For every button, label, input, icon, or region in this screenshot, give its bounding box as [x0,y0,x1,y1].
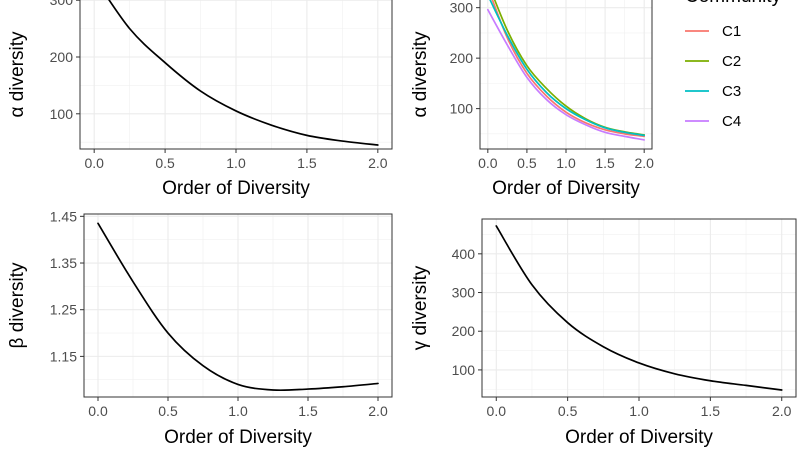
x-tick-label: 1.5 [298,403,318,419]
series-line-1 [97,222,379,392]
y-axis-title: γ diversity [410,265,431,350]
series-line-c3 [489,0,646,137]
x-tick-label: 0.0 [88,403,108,419]
x-tick-label: 1.0 [228,403,248,419]
legend: Community C1 C2 C3 C4 [685,0,782,130]
x-tick-label: 2.0 [368,403,388,419]
x-tick-label: 0.5 [558,403,578,419]
legend-label-c3: C3 [722,83,741,100]
x-tick-label: 2.0 [772,403,792,419]
x-tick-label: 0.5 [155,155,175,171]
y-tick-label: 100 [50,106,74,122]
x-axis-title: Order of Diversity [565,427,713,448]
panel-4: 0.0 0.5 1.0 1.5 2.0 100 200 300 400 Order of Dive… [410,218,797,448]
series-lines [108,0,379,146]
x-tick-label: 1.5 [297,155,317,171]
x-tick-label: 0.5 [158,403,178,419]
x-tick-label: 1.5 [595,155,615,171]
series-lines [495,225,783,391]
y-tick-label: 1.25 [50,302,77,318]
y-tick-label: 100 [450,101,474,117]
legend-label-c4: C4 [722,113,741,130]
y-tick-label: 100 [452,362,476,378]
x-tick-label: 1.0 [629,403,649,419]
x-axis-title: Order of Diversity [492,178,640,199]
y-axis-title: α diversity [7,31,28,117]
series-line-1 [108,0,379,146]
gridlines [80,0,392,149]
panel-3: 0.0 0.5 1.0 1.5 2.0 1.15 1.25 1.35 1.45 Order of … [7,208,393,448]
x-tick-label: 2.0 [634,155,654,171]
y-tick-label: 200 [450,50,474,66]
y-tick-label: 200 [452,323,476,339]
series-lines [97,222,379,392]
x-tick-label: 0.0 [487,403,507,419]
x-tick-label: 0.0 [478,155,498,171]
y-axis-title: α diversity [410,31,431,117]
y-tick-label: 1.35 [50,255,77,271]
panel-1: 0.0 0.5 1.0 1.5 2.0 100 200 300 Order of Diversi… [7,0,393,199]
y-tick-label: 1.45 [50,208,77,224]
panel-2: 0.0 0.5 1.0 1.5 2.0 100 200 300 Order of Diversi… [410,0,782,199]
y-tick-label: 300 [452,285,476,301]
legend-label-c2: C2 [722,53,741,70]
x-axis-title: Order of Diversity [162,178,310,199]
x-tick-label: 0.5 [517,155,537,171]
legend-label-c1: C1 [722,23,741,40]
x-tick-label: 0.0 [84,155,104,171]
x-tick-label: 1.0 [556,155,576,171]
x-tick-label: 1.5 [701,403,721,419]
gridlines [84,214,392,397]
gridlines [482,219,796,397]
x-axis-title: Order of Diversity [164,427,312,448]
y-tick-label: 300 [450,0,474,16]
series-lines [486,0,646,141]
series-line-c4 [486,8,646,141]
x-tick-label: 2.0 [368,155,388,171]
y-tick-label: 400 [452,246,476,262]
y-tick-label: 1.15 [50,348,77,364]
y-axis-title: β diversity [7,262,28,348]
series-line-1 [495,225,783,391]
x-tick-label: 1.0 [226,155,246,171]
y-tick-label: 300 [50,0,74,8]
series-line-c1 [491,0,646,138]
y-tick-label: 200 [50,49,74,65]
legend-title: Community [685,0,782,7]
